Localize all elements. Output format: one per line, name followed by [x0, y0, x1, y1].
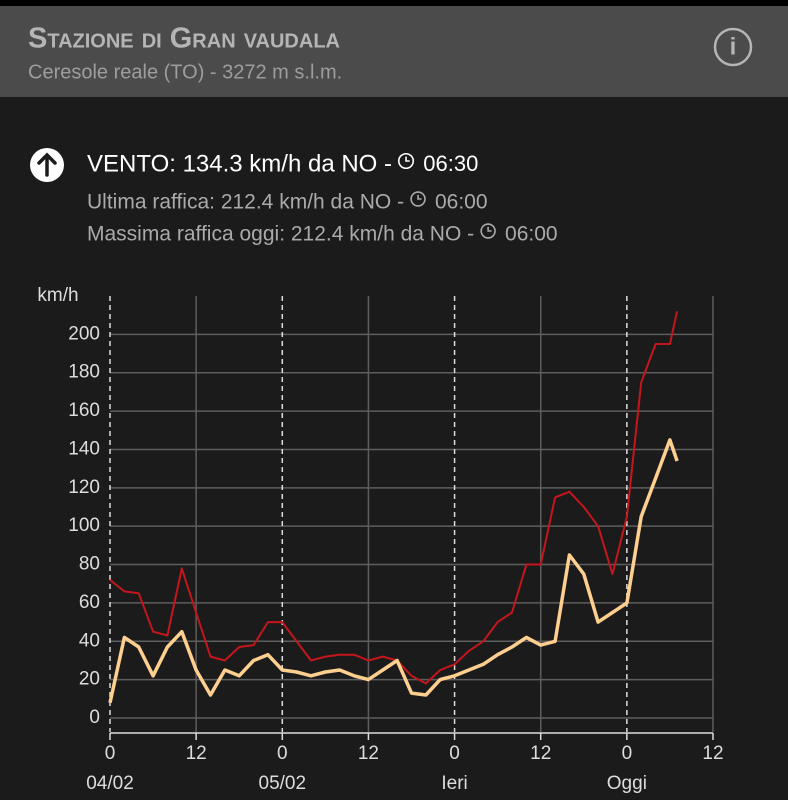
clock-icon — [410, 191, 426, 207]
y-tick-label: 40 — [79, 630, 100, 651]
clock-hands — [417, 194, 422, 200]
y-tick-label: 180 — [68, 362, 100, 383]
wind-main: VENTO: 134.3 km/h da NO - — [87, 150, 392, 177]
wind-arrow-icon — [30, 148, 64, 182]
clock-hands — [487, 226, 492, 232]
station-title: Stazione di Gran vaudala — [28, 23, 340, 55]
y-tick-label: 20 — [79, 669, 100, 690]
wind-main-time: 06:30 — [423, 151, 478, 176]
y-tick-label: 0 — [89, 707, 100, 728]
y-tick-label: 140 — [68, 438, 100, 459]
max-gust: Massima raffica oggi: 212.4 km/h da NO - — [87, 223, 474, 246]
x-tick-label: 0 — [277, 743, 288, 764]
x-tick-label: 0 — [105, 743, 116, 764]
station-subtitle: Ceresole reale (TO) - 3272 m s.l.m. — [28, 61, 342, 83]
last-gust-time: 06:00 — [435, 191, 488, 214]
x-tick-label: 12 — [530, 743, 551, 764]
clock-face — [397, 152, 415, 170]
y-tick-label: 100 — [68, 515, 100, 536]
info-button[interactable]: i — [713, 27, 753, 67]
y-axis-label: km/h — [37, 285, 78, 306]
series-line — [109, 311, 679, 685]
status-strip — [0, 0, 788, 6]
day-label: 04/02 — [86, 773, 134, 794]
y-tick-label: 160 — [68, 400, 100, 421]
clock-face — [480, 223, 496, 239]
last-gust: Ultima raffica: 212.4 km/h da NO - — [87, 191, 404, 214]
x-tick-label: 0 — [449, 743, 460, 764]
svg-text:i: i — [730, 33, 737, 60]
clock-face — [410, 191, 426, 207]
header-bar — [0, 6, 788, 97]
x-tick-label: 12 — [186, 743, 207, 764]
x-tick-label: 12 — [702, 743, 723, 764]
day-label: 05/02 — [259, 773, 307, 794]
x-tick-label: 0 — [622, 743, 633, 764]
clock-hands — [405, 156, 410, 162]
max-gust-time: 06:00 — [505, 223, 558, 246]
day-label: Oggi — [607, 773, 647, 794]
y-tick-label: 120 — [68, 477, 100, 498]
series-line — [108, 438, 679, 704]
clock-icon — [397, 152, 415, 170]
y-tick-label: 60 — [79, 592, 100, 613]
y-tick-label: 80 — [79, 554, 100, 575]
x-tick-label: 12 — [358, 743, 379, 764]
day-label: Ieri — [441, 773, 467, 794]
y-tick-label: 200 — [68, 323, 100, 344]
clock-icon — [480, 223, 496, 239]
